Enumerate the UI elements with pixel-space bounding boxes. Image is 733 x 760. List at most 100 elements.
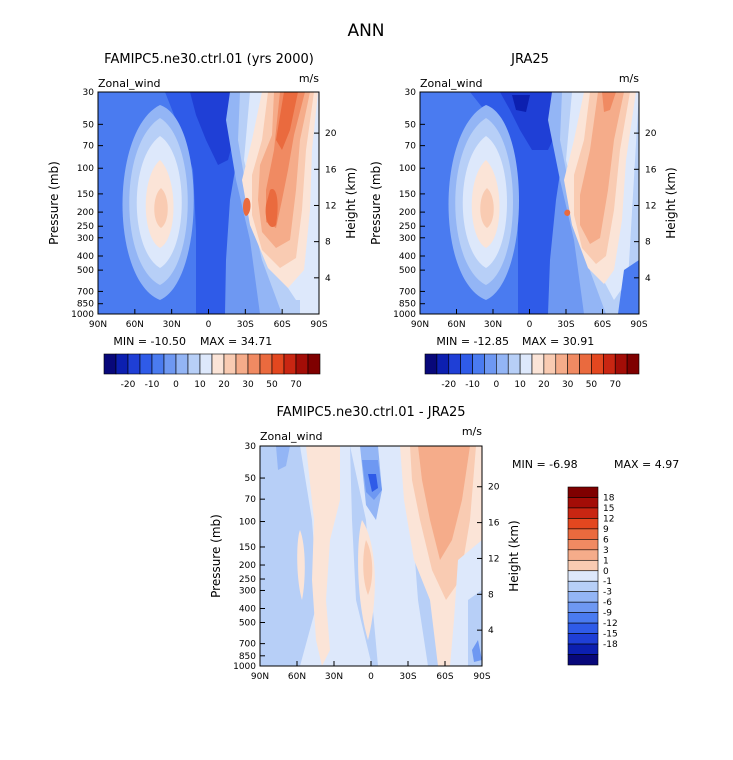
contour-field <box>98 92 319 314</box>
colorbar-swatch <box>555 353 568 375</box>
x-tick-label: 0 <box>206 320 212 330</box>
contour-band <box>297 530 305 600</box>
x-tick-label: 90S <box>630 320 647 330</box>
colorbar-swatch <box>591 353 604 375</box>
height-tick-label: 12 <box>645 201 656 211</box>
colorbar-swatch <box>115 353 129 375</box>
max-label: MAX = 4.97 <box>614 458 679 471</box>
x-tick-label: 90N <box>411 320 429 330</box>
x-tick-label: 30N <box>325 672 343 682</box>
colorbar-swatch <box>626 353 640 375</box>
colorbar-swatch <box>567 353 580 375</box>
colorbar-label: -9 <box>603 609 612 619</box>
y-tick-label: 500 <box>77 266 94 276</box>
height-tick-label: 20 <box>325 129 337 139</box>
variable-label: Zonal_wind <box>420 77 483 90</box>
y-tick-label: 70 <box>405 142 417 152</box>
colorbar-label: 6 <box>603 535 609 545</box>
contour-band <box>564 209 571 216</box>
y-tick-label: 100 <box>239 518 256 528</box>
y-tick-label: 30 <box>83 88 95 98</box>
height-tick-label: 8 <box>645 238 651 248</box>
height-tick-label: 16 <box>645 165 657 175</box>
colorbar-label: -20 <box>121 380 136 390</box>
colorbar-label: -1 <box>603 577 612 587</box>
contour-band <box>276 92 298 150</box>
colorbar-swatch <box>175 353 189 375</box>
colorbar-label: 30 <box>562 380 574 390</box>
colorbar-swatch <box>151 353 165 375</box>
colorbar-label: -20 <box>441 380 456 390</box>
colorbar-swatch <box>283 353 297 375</box>
contour-band <box>306 446 340 666</box>
x-tick-label: 30S <box>557 320 574 330</box>
x-tick-label: 30N <box>484 320 502 330</box>
colorbar-swatch <box>567 570 599 582</box>
y-tick-label: 250 <box>399 222 416 232</box>
colorbar-swatch <box>484 353 497 375</box>
y-axis-title: Pressure (mb) <box>209 514 223 598</box>
colorbar-label: 20 <box>218 380 230 390</box>
units-label: m/s <box>462 425 482 438</box>
y-tick-label: 300 <box>77 234 94 244</box>
contour-band <box>363 540 373 595</box>
height-tick-label: 20 <box>488 483 500 493</box>
colorbar-swatch <box>567 559 599 572</box>
colorbar-swatch <box>139 353 153 375</box>
min-label: MIN = -6.98 <box>512 458 578 471</box>
panel-title: JRA25 <box>510 52 549 67</box>
x-tick-label: 60N <box>447 320 465 330</box>
colorbar-label: 15 <box>603 504 614 514</box>
colorbar-swatch <box>567 612 599 624</box>
y-axis-title: Pressure (mb) <box>47 161 61 245</box>
x-tick-label: 90S <box>473 672 490 682</box>
colorbar-swatch <box>199 353 213 375</box>
colorbar-swatch <box>567 601 599 613</box>
x-tick-label: 0 <box>368 672 374 682</box>
y-tick-label: 300 <box>399 234 416 244</box>
colorbar-swatch <box>187 353 201 375</box>
contour-band <box>368 474 378 492</box>
contour-band <box>580 92 624 244</box>
contour-band <box>470 92 580 314</box>
colorbar-label: 50 <box>266 380 278 390</box>
y-tick-label: 200 <box>77 208 94 218</box>
colorbar-swatch <box>460 353 473 375</box>
contour-band <box>154 188 168 228</box>
y-tick-label: 200 <box>399 208 416 218</box>
x-tick-label: 30S <box>237 320 254 330</box>
colorbar-swatch <box>567 528 599 540</box>
panel-difference: FAMIPC5.ne30.ctrl.01 - JRA25 Zonal_wind … <box>209 405 679 682</box>
contour-band <box>265 189 278 228</box>
height-tick-label: 12 <box>488 554 499 564</box>
contour-band <box>300 290 319 314</box>
colorbar-swatch <box>543 353 557 375</box>
colorbar-swatch <box>307 353 321 375</box>
y-tick-label: 850 <box>77 300 94 310</box>
colorbar-swatch <box>519 353 533 375</box>
height-tick-label: 4 <box>645 274 651 284</box>
y-tick-label: 50 <box>405 120 417 130</box>
y-tick-label: 1000 <box>71 310 94 320</box>
colorbar-swatch <box>223 353 237 375</box>
colorbar-swatch <box>103 353 117 375</box>
height-tick-label: 16 <box>325 165 337 175</box>
colorbar-swatch <box>507 353 521 375</box>
y-tick-label: 850 <box>399 300 416 310</box>
colorbar-label: 9 <box>603 525 609 535</box>
colorbar-label: 70 <box>290 380 302 390</box>
axes: 90N 60N 30N 0 30S 60S 90S 30 50 70 100 150 200 250 300… <box>47 88 358 330</box>
y-tick-label: 400 <box>399 252 416 262</box>
x-tick-label: 90N <box>89 320 107 330</box>
y-tick-label: 700 <box>77 287 94 297</box>
colorbar-swatch <box>567 643 599 655</box>
x-tick-label: 0 <box>527 320 533 330</box>
y-tick-label: 100 <box>77 164 94 174</box>
height-tick-label: 8 <box>325 238 331 248</box>
y-tick-label: 250 <box>239 575 256 585</box>
panel-model: FAMIPC5.ne30.ctrl.01 (yrs 2000) Zonal_wi… <box>47 52 358 390</box>
y-tick-label: 1000 <box>233 662 256 672</box>
x-tick-label: 90N <box>251 672 269 682</box>
panel-title: FAMIPC5.ne30.ctrl.01 (yrs 2000) <box>104 52 314 67</box>
colorbar-label: 10 <box>194 380 206 390</box>
